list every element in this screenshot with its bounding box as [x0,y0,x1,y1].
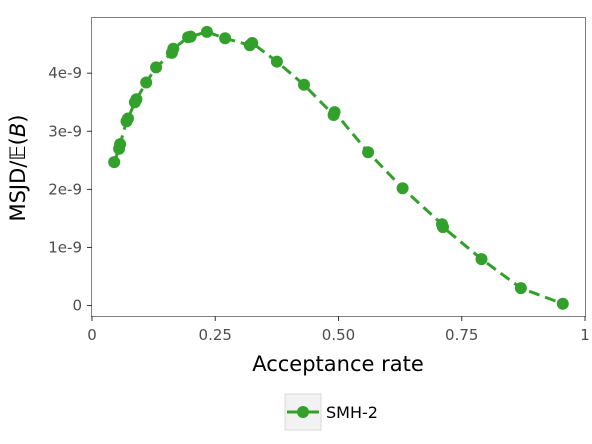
data-point [475,253,488,266]
y-tick-label: 4e-9 [48,64,82,82]
y-axis-title-e: 𝔼 [6,145,30,160]
y-tick-label: 1e-9 [48,238,82,256]
data-point [140,76,153,89]
data-point [114,138,127,151]
y-tick-label: 2e-9 [48,180,82,198]
data-point [150,61,163,74]
x-tick-label: 1 [580,326,590,344]
data-point [246,37,259,49]
data-point [396,182,409,195]
series-line [112,30,564,306]
y-axis-title-b: B [6,123,30,137]
series-layer [108,25,569,310]
y-tick-label: 3e-9 [48,122,82,140]
y-axis-title-main: MSJD/ [6,160,30,222]
y-axis-title: MSJD/𝔼(B) [6,114,30,221]
y-tick-label: 0 [72,297,82,315]
data-point [167,42,180,55]
legend-marker [297,406,309,418]
x-axis: 0 0.25 0.50 0.75 1 [87,316,590,344]
x-axis-title: Acceptance rate [252,352,424,376]
legend: SMH-2 [284,393,378,431]
data-point [108,156,121,169]
y-axis-title-close: ) [6,114,30,122]
y-axis-title-open: ( [6,137,30,145]
data-point [514,282,527,295]
x-tick-label: 0.75 [445,326,478,344]
data-point [437,221,449,234]
data-point [298,78,310,91]
legend-label: SMH-2 [326,403,378,422]
x-tick-label: 0.50 [322,326,355,344]
x-tick-label: 0.25 [199,326,232,344]
data-point [130,93,143,106]
data-point [362,146,375,159]
panel-border [91,17,586,317]
data-point [200,25,213,38]
data-point [219,32,232,45]
data-point [328,106,341,119]
data-point [184,30,197,43]
x-tick-label: 0 [87,326,97,344]
data-point [270,55,283,68]
y-axis: 0 1e-9 2e-9 3e-9 4e-9 [48,64,92,315]
data-point [122,112,134,125]
data-point [556,297,569,310]
